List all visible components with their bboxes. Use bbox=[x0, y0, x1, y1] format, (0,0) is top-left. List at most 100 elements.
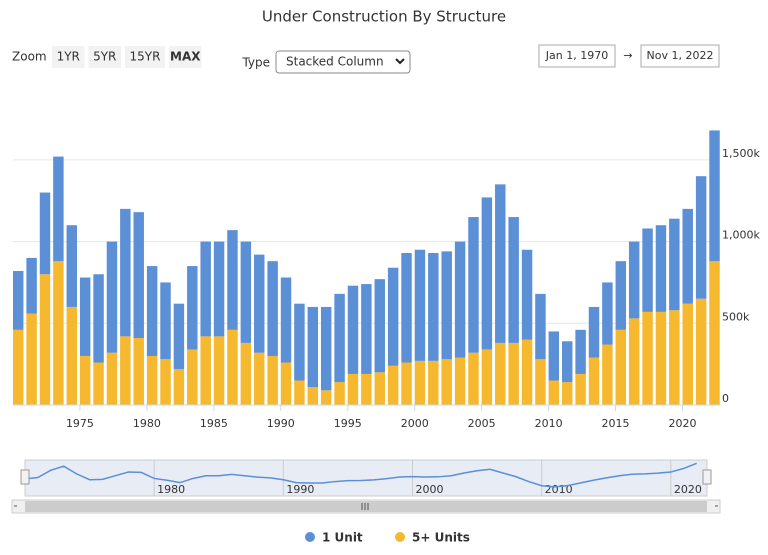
bar-segment bbox=[682, 208, 693, 304]
bar-segment bbox=[334, 293, 345, 383]
zoom-button[interactable] bbox=[125, 46, 165, 68]
date-to-input[interactable] bbox=[640, 44, 720, 68]
bar-segment bbox=[280, 277, 292, 363]
bar-segment bbox=[695, 298, 707, 405]
bar-segment bbox=[495, 184, 506, 343]
bar-segment bbox=[227, 230, 238, 330]
bar-segment bbox=[347, 373, 359, 405]
zoom-button-label: MAX bbox=[170, 50, 201, 64]
bar-segment bbox=[374, 279, 385, 373]
zoom-button[interactable] bbox=[88, 46, 122, 68]
zoom-button[interactable] bbox=[52, 46, 85, 68]
legend-label[interactable]: 5+ Units bbox=[412, 531, 470, 545]
navigator-handle[interactable] bbox=[702, 469, 712, 485]
bar-segment bbox=[602, 344, 613, 405]
bar-segment bbox=[669, 310, 680, 405]
bar-segment bbox=[548, 331, 560, 381]
bar-segment bbox=[561, 382, 573, 405]
zoom-button-label: 1YR bbox=[57, 50, 80, 64]
bar-segment bbox=[26, 257, 37, 314]
zoom-button[interactable] bbox=[169, 46, 202, 68]
scrollbar-thumb[interactable] bbox=[25, 501, 707, 512]
bar-segment bbox=[334, 382, 345, 405]
bar-segment bbox=[414, 249, 426, 361]
x-tick-label: 2015 bbox=[602, 417, 630, 430]
bar-segment bbox=[428, 360, 439, 405]
bar-segment bbox=[588, 357, 600, 405]
y-tick-label: 1,000k bbox=[722, 229, 760, 242]
date-from-input[interactable] bbox=[538, 44, 616, 68]
bar-segment bbox=[53, 156, 64, 262]
bar-segment bbox=[93, 274, 104, 363]
bar-segment bbox=[79, 355, 91, 405]
bar-segment bbox=[120, 208, 131, 337]
chart-title: Under Construction By Structure bbox=[262, 8, 506, 26]
bar-segment bbox=[267, 261, 278, 356]
bar-segment bbox=[307, 306, 319, 388]
bar-segment bbox=[481, 197, 493, 350]
bar-segment bbox=[320, 306, 332, 391]
legend-marker[interactable] bbox=[395, 532, 405, 542]
y-tick-label: 500k bbox=[722, 310, 750, 323]
zoom-label: Zoom bbox=[12, 50, 47, 64]
bar-segment bbox=[615, 329, 627, 405]
bar-segment bbox=[682, 303, 693, 405]
bar-segment bbox=[146, 266, 158, 356]
bar-segment bbox=[495, 342, 506, 405]
bar-segment bbox=[709, 130, 720, 262]
x-tick-label: 1985 bbox=[200, 417, 228, 430]
bar-segment bbox=[535, 359, 546, 405]
bar-segment bbox=[468, 352, 479, 405]
navigator-tick-label: 1990 bbox=[286, 483, 314, 496]
navigator-tick-label: 2000 bbox=[416, 483, 444, 496]
bar-segment bbox=[254, 254, 265, 353]
bar-segment bbox=[120, 336, 131, 405]
bar-segment bbox=[548, 380, 560, 405]
x-tick-label: 2010 bbox=[535, 417, 563, 430]
bar-segment bbox=[615, 261, 627, 330]
bar-segment bbox=[160, 282, 171, 360]
bar-segment bbox=[133, 337, 144, 405]
bar-segment bbox=[79, 277, 91, 356]
bar-segment bbox=[414, 360, 426, 405]
bar-segment bbox=[428, 253, 439, 361]
x-tick-label: 1980 bbox=[133, 417, 161, 430]
bar-segment bbox=[387, 365, 399, 405]
bar-segment bbox=[213, 336, 225, 405]
bar-segment bbox=[361, 284, 372, 374]
x-tick-label: 2000 bbox=[401, 417, 429, 430]
navigator-handle[interactable] bbox=[20, 469, 30, 485]
type-select[interactable] bbox=[275, 50, 411, 74]
type-label: Type bbox=[241, 56, 270, 70]
legend-label[interactable]: 1 Unit bbox=[322, 531, 363, 545]
bar-segment bbox=[39, 192, 51, 275]
date-to: Nov 1, 2022 bbox=[647, 49, 714, 62]
bar-segment bbox=[173, 369, 185, 405]
bar-segment bbox=[13, 329, 24, 405]
bar-segment bbox=[53, 261, 64, 405]
bar-segment bbox=[709, 261, 720, 405]
bar-segment bbox=[401, 362, 412, 405]
bar-segment bbox=[187, 349, 198, 405]
bar-segment bbox=[106, 352, 118, 405]
bar-segment bbox=[26, 313, 37, 405]
bar-segment bbox=[66, 306, 78, 405]
x-tick-label: 1975 bbox=[66, 417, 94, 430]
bar-segment bbox=[240, 342, 252, 405]
bar-segment bbox=[602, 282, 613, 345]
bar-segment bbox=[294, 303, 305, 381]
bar-segment bbox=[13, 270, 24, 330]
legend-marker[interactable] bbox=[305, 532, 315, 542]
bar-segment bbox=[642, 228, 653, 312]
bar-segment bbox=[521, 339, 533, 405]
bar-segment bbox=[146, 355, 158, 405]
bar-segment bbox=[642, 311, 653, 405]
bar-segment bbox=[187, 266, 198, 350]
y-tick-label: 0 bbox=[722, 392, 729, 405]
bar-segment bbox=[521, 249, 533, 340]
bar-segment bbox=[133, 212, 144, 338]
bar-segment bbox=[200, 336, 211, 405]
bar-segment bbox=[669, 218, 680, 311]
bar-segment bbox=[227, 329, 238, 405]
bar-segment bbox=[441, 359, 452, 405]
